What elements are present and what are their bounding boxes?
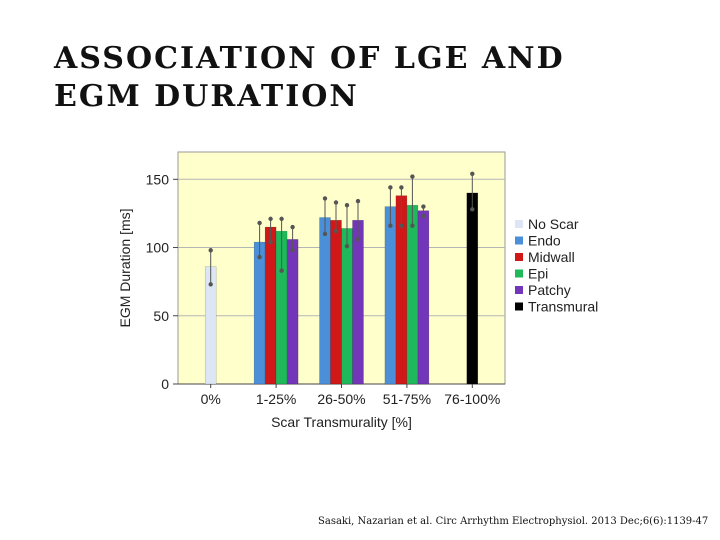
legend-label: Epi [528,266,548,282]
bar-endo [253,241,266,385]
bar-patchy [352,219,364,385]
slide-title: ASSOCIATION OF LGE AND EGM DURATION [54,40,674,116]
error-cap-high [279,216,284,222]
x-tick-label: 1-25% [256,391,296,407]
error-cap-low [333,228,339,234]
x-axis-label: Scar Transmurality [%] [271,414,412,430]
legend-swatch [515,220,523,228]
error-cap-high [322,196,328,201]
error-cap-high [333,200,339,205]
legend-label: Midwall [528,249,575,265]
bar-patchy [286,239,299,385]
legend-swatch [515,236,523,245]
error-cap-high [257,220,262,226]
legend-label: Patchy [528,282,571,298]
error-cap-high [388,185,393,190]
bar-endo [319,217,331,385]
x-tick-label: 76-100% [444,391,500,407]
error-cap-high [355,198,361,204]
error-cap-high [399,185,404,190]
bar-midwall [264,226,277,385]
egm-duration-chart: 0 50 100 150 0% 1-25% 26-50% 51-75% 76-100% Scar … [117,151,598,430]
x-tick-label: 0% [201,391,221,407]
legend-swatch [515,286,523,294]
bar-transmural [466,192,479,385]
legend-swatch [515,302,523,311]
error-cap-low [421,213,426,219]
bar-patchy [417,210,430,385]
legend-label: Endo [528,233,561,249]
error-cap-high [268,216,273,222]
error-cap-low [257,254,262,260]
error-cap-low [290,248,295,253]
x-tick-label: 51-75% [383,391,431,407]
citation: Sasaki, Nazarian et al. Circ Arrhythm El… [318,516,709,527]
error-cap-high [421,204,426,209]
y-tick-label: 0 [161,376,169,392]
error-cap-low [279,268,284,273]
error-cap-low [344,243,350,249]
y-tick-label: 50 [153,308,169,324]
chart-container: 0 50 100 150 0% 1-25% 26-50% 51-75% 76-100% Scar … [100,140,620,440]
title-line-1: ASSOCIATION OF LGE AND [54,41,565,76]
bar-midwall [330,219,342,385]
legend-swatch [515,253,523,261]
error-cap-high [208,248,213,253]
error-cap-low [410,223,415,228]
legend-label: Transmural [528,299,598,315]
error-cap-low [268,239,273,245]
error-cap-high [470,171,475,177]
y-tick-label: 150 [146,171,170,187]
y-tick-label: 100 [146,240,170,256]
error-cap-high [344,203,350,208]
x-tick-label: 26-50% [317,391,365,407]
y-axis-label: EGM Duration [ms] [117,208,133,327]
error-cap-low [399,223,404,228]
title-line-2: EGM DURATION [54,79,359,114]
error-cap-low [470,207,475,212]
error-cap-high [410,174,415,179]
legend-label: No Scar [528,216,579,232]
error-cap-low [388,223,393,228]
error-cap-low [355,237,361,242]
error-cap-low [208,282,213,287]
bar-epi [341,228,353,385]
legend-swatch [515,269,523,278]
error-cap-high [290,224,295,230]
bar-epi [406,204,419,385]
error-cap-low [322,231,328,237]
bar-endo [384,206,397,385]
